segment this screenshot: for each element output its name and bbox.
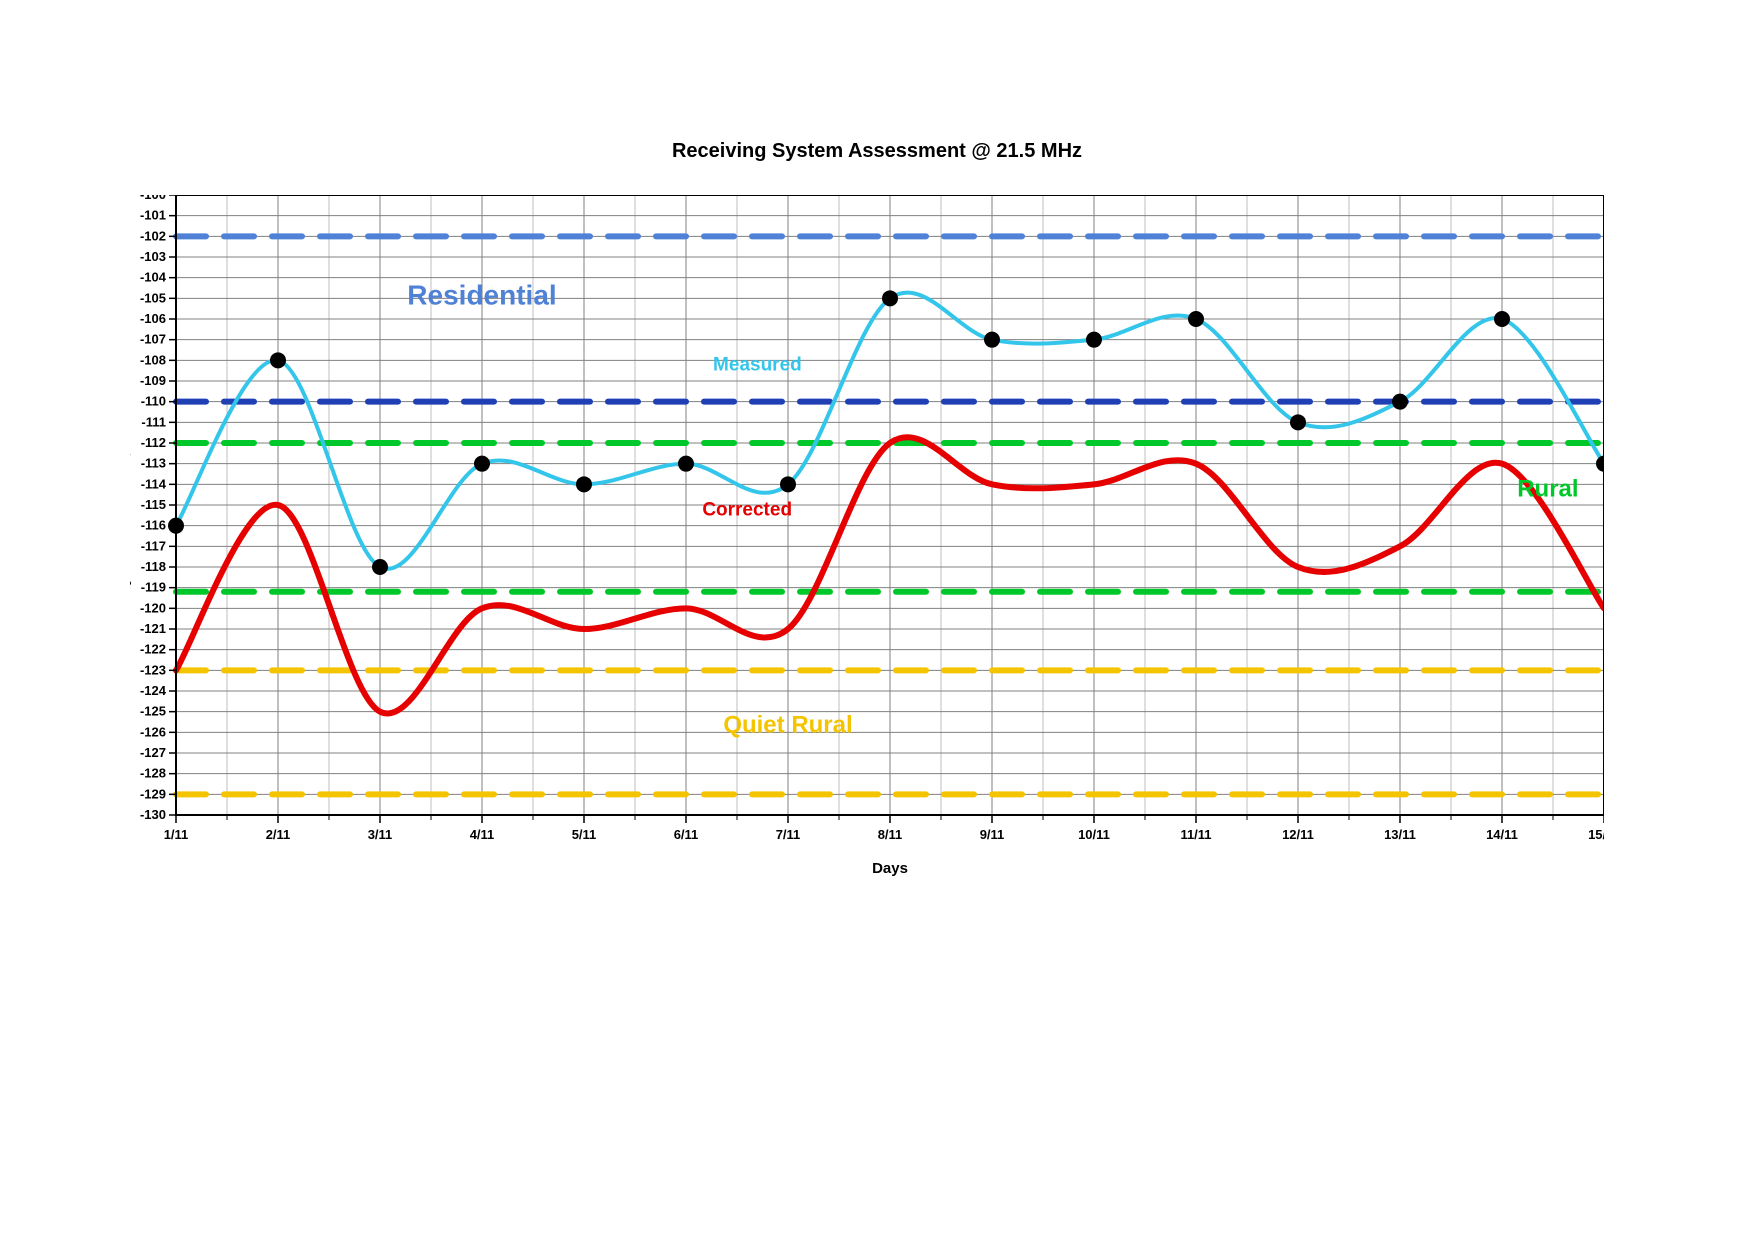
y-tick-label: -127 — [140, 745, 166, 760]
y-tick-label: -107 — [140, 332, 166, 347]
page: Receiving System Assessment @ 21.5 MHz 1… — [0, 0, 1754, 1240]
data-marker — [1290, 414, 1306, 430]
data-marker — [372, 559, 388, 575]
x-tick-label: 9/11 — [980, 827, 1005, 842]
y-tick-label: -125 — [140, 704, 166, 719]
y-tick-label: -129 — [140, 786, 166, 801]
y-tick-label: -118 — [141, 559, 166, 574]
y-tick-label: -122 — [140, 642, 166, 657]
y-tick-label: -111 — [141, 414, 166, 429]
y-tick-label: -105 — [140, 290, 166, 305]
y-tick-label: -102 — [140, 228, 166, 243]
data-marker — [882, 290, 898, 306]
y-tick-label: -128 — [140, 766, 166, 781]
y-tick-label: -123 — [140, 662, 166, 677]
chart-container: 1/11 2/11 3/11 4/11 5/11 6/11 7/11 8/11 9/11 10/1… — [130, 195, 1604, 900]
y-tick-label: -104 — [140, 270, 167, 285]
x-tick-label: 1/11 — [164, 827, 189, 842]
y-tick-label: -101 — [140, 208, 166, 223]
y-tick-label: -109 — [140, 373, 166, 388]
y-tick-label: -103 — [140, 249, 166, 264]
data-marker — [1392, 394, 1408, 410]
x-axis-title: Days — [872, 860, 908, 877]
x-tick-label: 4/11 — [470, 827, 495, 842]
y-tick-label: -112 — [141, 435, 166, 450]
annotation-label: Corrected — [702, 499, 792, 520]
x-tick-label: 2/11 — [266, 827, 291, 842]
data-marker — [474, 456, 490, 472]
y-tick-label: -126 — [140, 724, 166, 739]
x-tick-label: 10/11 — [1078, 827, 1110, 842]
y-tick-label: -130 — [140, 807, 166, 822]
chart-title: Receiving System Assessment @ 21.5 MHz — [0, 140, 1754, 163]
y-tick-label: -106 — [140, 311, 166, 326]
y-tick-label: -119 — [141, 580, 166, 595]
data-marker — [984, 332, 1000, 348]
data-marker — [780, 476, 796, 492]
annotation-label: Measured — [713, 355, 802, 376]
data-marker — [1086, 332, 1102, 348]
x-tick-label: 5/11 — [572, 827, 597, 842]
data-marker — [270, 352, 286, 368]
y-tick-label: -113 — [141, 456, 166, 471]
x-tick-label: 6/11 — [674, 827, 699, 842]
chart-svg: 1/11 2/11 3/11 4/11 5/11 6/11 7/11 8/11 9/11 10/1… — [130, 195, 1604, 895]
y-tick-label: -115 — [141, 497, 166, 512]
data-marker — [1188, 311, 1204, 327]
y-tick-label: -117 — [141, 538, 166, 553]
y-tick-label: -100 — [140, 195, 166, 202]
x-tick-label: 3/11 — [368, 827, 393, 842]
x-tick-label: 8/11 — [878, 827, 903, 842]
y-tick-label: -120 — [140, 600, 166, 615]
data-marker — [576, 476, 592, 492]
data-marker — [1494, 311, 1510, 327]
y-tick-label: -114 — [141, 476, 167, 491]
annotation-label: Residential — [407, 280, 556, 311]
x-tick-label: 15/11 — [1588, 827, 1604, 842]
x-tick-label: 13/11 — [1384, 827, 1416, 842]
y-tick-label: -121 — [140, 621, 166, 636]
y-tick-label: -110 — [141, 394, 166, 409]
y-tick-label: -116 — [141, 518, 166, 533]
x-tick-label: 12/11 — [1282, 827, 1314, 842]
y-tick-label: -108 — [140, 352, 166, 367]
y-tick-label: -124 — [140, 683, 167, 698]
annotation-label: Quiet Rural — [723, 711, 852, 738]
x-tick-label: 11/11 — [1180, 827, 1211, 842]
data-marker — [678, 456, 694, 472]
y-axis-title: System Noise Floor, dBm — [130, 415, 132, 596]
x-tick-label: 14/11 — [1486, 827, 1518, 842]
x-tick-label: 7/11 — [776, 827, 801, 842]
annotation-label: Rural — [1517, 476, 1578, 503]
